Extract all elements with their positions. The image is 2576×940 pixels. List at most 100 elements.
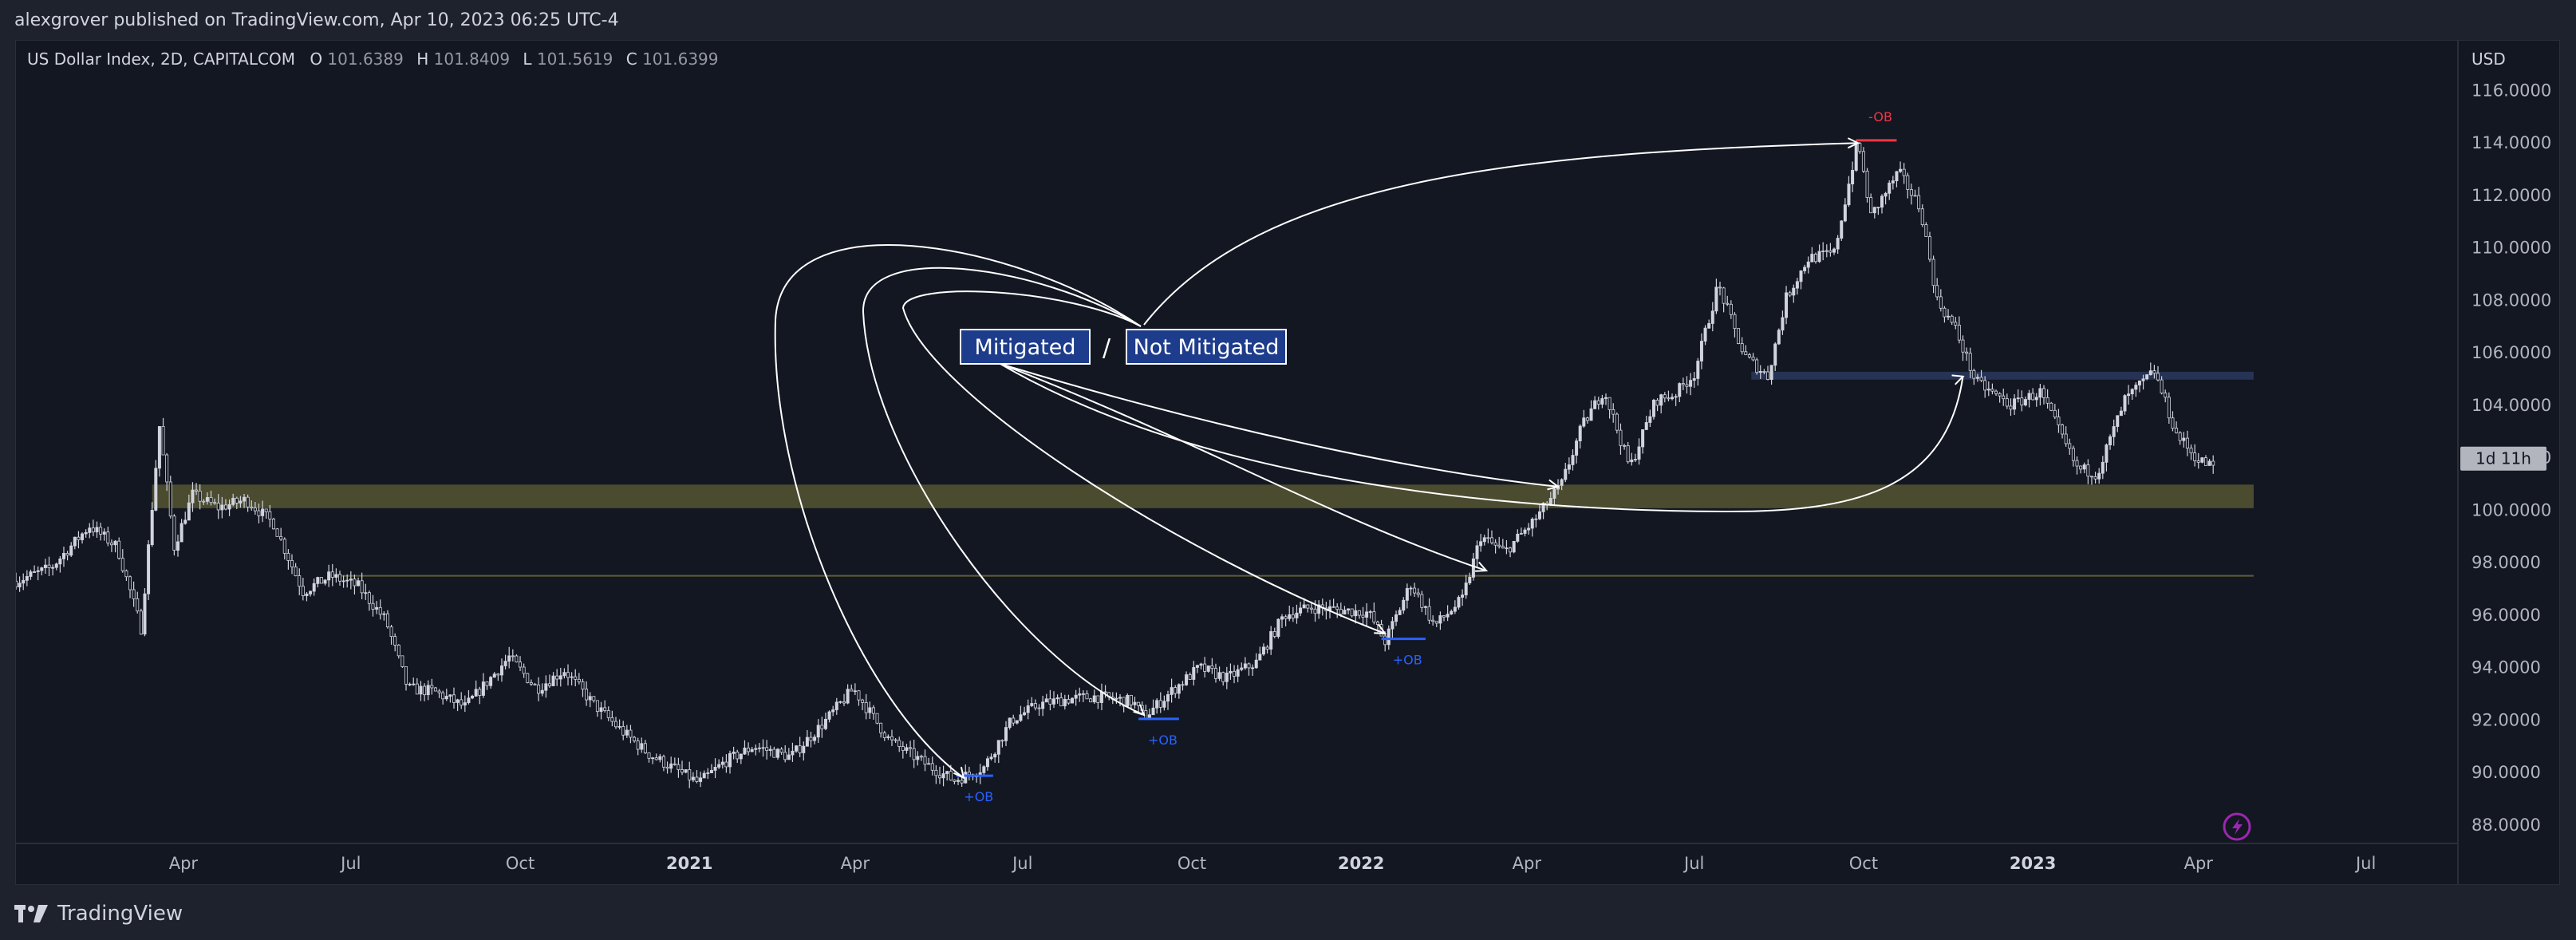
- publisher-header: alexgrover published on TradingView.com,…: [0, 0, 2576, 40]
- candle-body: [1103, 691, 1107, 693]
- candle-body: [1608, 397, 1611, 410]
- candle-body: [261, 508, 265, 516]
- candle-body: [901, 746, 905, 751]
- candle-body: [949, 771, 953, 780]
- candle-body: [1537, 511, 1541, 519]
- price-axis[interactable]: USD 116.0000 114.0000 112.0000 110.0000 108.…: [2457, 41, 2551, 884]
- candle-body: [1026, 705, 1030, 713]
- candle-body: [1162, 701, 1166, 708]
- candle-body: [1678, 383, 1682, 397]
- mitigated-label-box[interactable]: [960, 329, 1091, 365]
- candle-body: [1461, 594, 1465, 598]
- candle-body: [1350, 608, 1354, 617]
- candle-body: [1854, 143, 1858, 171]
- candle-body: [2105, 444, 2109, 463]
- candle-body: [2211, 460, 2215, 466]
- candle-body: [81, 533, 85, 540]
- arrow-zone-yellow-head: [1547, 479, 1560, 491]
- price-tick-9: 98.0000: [2471, 553, 2541, 572]
- candle-body: [2016, 397, 2020, 400]
- candle-body: [157, 426, 161, 469]
- label-separator: /: [1103, 334, 1111, 362]
- zone-band-2: [1751, 371, 2254, 380]
- candle-body: [724, 761, 728, 768]
- candle-body: [1847, 184, 1851, 206]
- candle-body: [1254, 659, 1258, 669]
- candle-body: [1505, 547, 1509, 550]
- candle-body: [846, 689, 850, 704]
- candle-body: [1048, 698, 1052, 705]
- candle-body: [566, 672, 570, 678]
- candle-body: [1596, 400, 1600, 405]
- candle-body: [1236, 669, 1240, 677]
- candle-body: [1615, 413, 1619, 431]
- candle-body: [1828, 250, 1832, 253]
- mitigated-label: Mitigated: [975, 335, 1076, 360]
- candle-body: [69, 545, 73, 556]
- candle-body: [124, 570, 128, 578]
- candle-body: [1817, 251, 1821, 263]
- candle-body: [389, 626, 393, 638]
- price-tick-4: 108.0000: [2471, 290, 2551, 310]
- candle-body: [1059, 697, 1063, 707]
- candle-body: [2185, 437, 2189, 448]
- candle-body: [1762, 370, 1766, 373]
- candle-body: [73, 536, 77, 547]
- candle-body: [1765, 371, 1769, 380]
- candle-body: [558, 675, 562, 680]
- candle-body: [489, 677, 493, 686]
- countdown-text: 1d 11h: [2475, 449, 2531, 468]
- candle-body: [1438, 615, 1442, 624]
- candle-body: [1582, 417, 1586, 427]
- candle-body: [919, 756, 923, 758]
- candle-body: [120, 558, 124, 571]
- arrow-ob-1-head: [953, 766, 965, 780]
- chart-pane[interactable]: +OB +OB +OB -OB Mitigated / Not Mitigated U…: [15, 40, 2560, 885]
- footer-brand[interactable]: TradingView: [57, 902, 183, 926]
- candle-body: [1295, 612, 1299, 618]
- tradingview-logo-icon[interactable]: [14, 905, 48, 922]
- candle-body: [838, 701, 842, 703]
- candle-body: [246, 496, 250, 508]
- candle-body: [456, 699, 460, 703]
- candle-body: [1258, 654, 1262, 661]
- alert-button[interactable]: [2223, 812, 2251, 841]
- candle-body: [1151, 707, 1155, 716]
- candle-body: [1692, 377, 1696, 381]
- candle-body: [2130, 389, 2134, 395]
- candle-body: [1288, 614, 1292, 619]
- candle-body: [643, 743, 647, 753]
- candle-body: [1188, 674, 1192, 680]
- candle-body: [783, 752, 787, 760]
- order-block-label-3: -OB: [1868, 109, 1892, 124]
- candle-body: [371, 602, 375, 610]
- candle-body: [669, 763, 673, 769]
- candle-body: [1788, 292, 1792, 296]
- candle-body: [875, 713, 879, 724]
- candle-body: [537, 684, 541, 694]
- candle-body: [54, 563, 58, 568]
- not-mitigated-label-box[interactable]: [1126, 329, 1287, 365]
- candle-body: [982, 766, 986, 773]
- candle-body: [2002, 395, 2006, 400]
- candle-body: [1671, 397, 1675, 400]
- candle-body: [1575, 440, 1579, 456]
- candle-body: [309, 590, 313, 594]
- arrow-zone-yellow: [1000, 363, 1559, 488]
- candle-body: [1891, 180, 1895, 184]
- candle-body: [235, 497, 239, 504]
- time-axis[interactable]: Apr Jul Oct 2021 Apr Jul Oct 2022 Apr Jul Oct 2023 A…: [16, 843, 2458, 873]
- candle-body: [2031, 393, 2035, 401]
- close-value: 101.6399: [642, 49, 718, 69]
- candle-body: [2171, 417, 2175, 429]
- candle-body: [1092, 695, 1096, 703]
- annotation-labels: Mitigated / Not Mitigated: [960, 329, 1287, 365]
- candle-body: [544, 683, 548, 691]
- candle-body: [2200, 457, 2204, 463]
- candle-body: [540, 689, 544, 694]
- time-tick-8: Apr: [1513, 854, 1542, 873]
- open-label: O: [310, 49, 322, 69]
- chart-svg[interactable]: +OB +OB +OB -OB Mitigated / Not Mitigated U…: [16, 41, 2559, 884]
- candle-body: [1619, 429, 1623, 446]
- candle-body: [492, 673, 496, 678]
